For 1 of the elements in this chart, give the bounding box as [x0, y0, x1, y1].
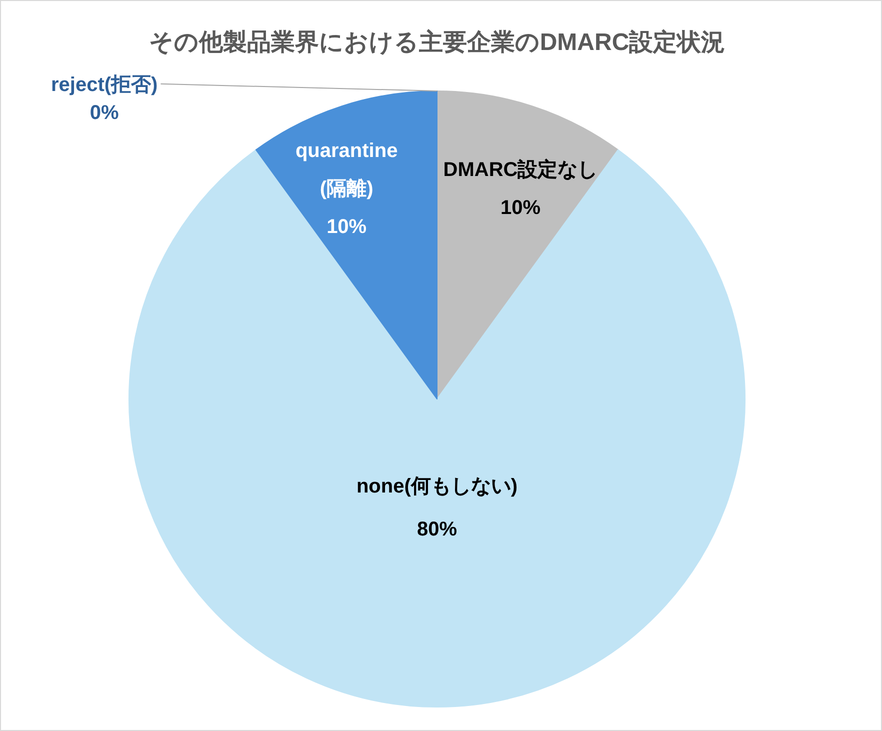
title: その他製品業界における主要企業のDMARC設定状況 [148, 29, 726, 56]
